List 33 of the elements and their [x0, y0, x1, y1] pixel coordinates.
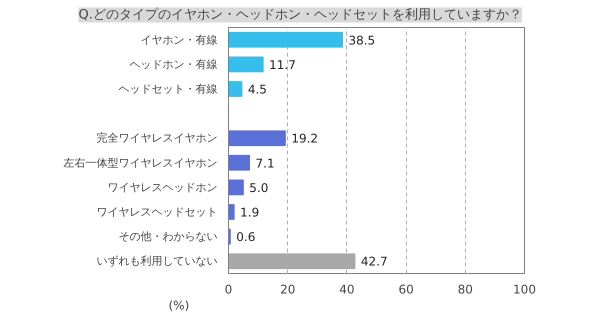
y-tick-label: その他・わからない	[118, 230, 218, 244]
bar	[228, 81, 242, 97]
y-tick-label: 左右一体型ワイヤレスイヤホン	[64, 156, 218, 170]
bar	[228, 204, 235, 220]
data-label: 38.5	[348, 33, 376, 48]
x-tick-label: 80	[458, 282, 473, 296]
y-tick-label: 完全ワイヤレスイヤホン	[96, 132, 218, 145]
data-label: 42.7	[360, 254, 388, 269]
data-label: 4.5	[248, 82, 267, 96]
data-label: 7.1	[256, 156, 275, 170]
bar	[228, 180, 244, 196]
x-tick-label: 100	[513, 282, 536, 296]
x-tick-label: 40	[339, 282, 355, 296]
y-tick-label: ワイヤレスヘッドホン	[108, 180, 218, 194]
x-tick-label: 0	[224, 282, 232, 296]
bar	[228, 154, 250, 171]
data-label: 11.7	[269, 58, 296, 72]
y-tick-label: イヤホン・有線	[140, 33, 218, 46]
y-tick-label: ヘッドセット・有線	[118, 82, 218, 96]
data-label: 1.9	[240, 206, 260, 220]
y-tick-label: ヘッドホン・有線	[130, 58, 218, 71]
data-label: 0.6	[236, 230, 256, 244]
x-tick-label: 60	[398, 282, 414, 296]
bar	[228, 130, 286, 146]
x-axis-title: (%)	[168, 298, 190, 312]
y-tick-label: いずれも利用していない	[96, 254, 218, 268]
data-label: 5.0	[249, 180, 268, 195]
y-tick-label: ワイヤレスヘッドセット	[96, 206, 218, 218]
data-label: 19.2	[291, 132, 318, 146]
x-tick-label: 20	[280, 282, 296, 296]
bar	[228, 56, 264, 72]
chart-title: Q.どのタイプのイヤホン・ヘッドホン・ヘッドセットを利用していますか？	[78, 8, 522, 22]
bar	[228, 32, 343, 48]
